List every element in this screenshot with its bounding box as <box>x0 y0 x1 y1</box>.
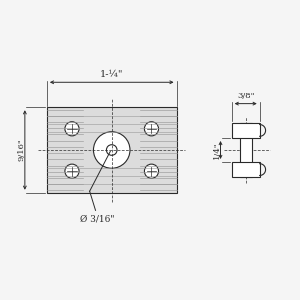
Bar <box>239 123 252 177</box>
Text: 1-¼": 1-¼" <box>100 70 124 79</box>
Bar <box>232 162 260 177</box>
Circle shape <box>144 164 158 178</box>
Text: 3/8": 3/8" <box>237 92 254 100</box>
Bar <box>47 107 176 193</box>
Circle shape <box>94 132 130 168</box>
Text: 9/16": 9/16" <box>17 139 25 161</box>
Circle shape <box>65 122 79 136</box>
Circle shape <box>106 145 117 155</box>
Bar <box>47 107 176 193</box>
Bar <box>232 123 260 138</box>
Circle shape <box>65 164 79 178</box>
Circle shape <box>144 122 158 136</box>
Text: Ø 3/16": Ø 3/16" <box>80 215 114 224</box>
Text: 1/4": 1/4" <box>213 141 221 159</box>
